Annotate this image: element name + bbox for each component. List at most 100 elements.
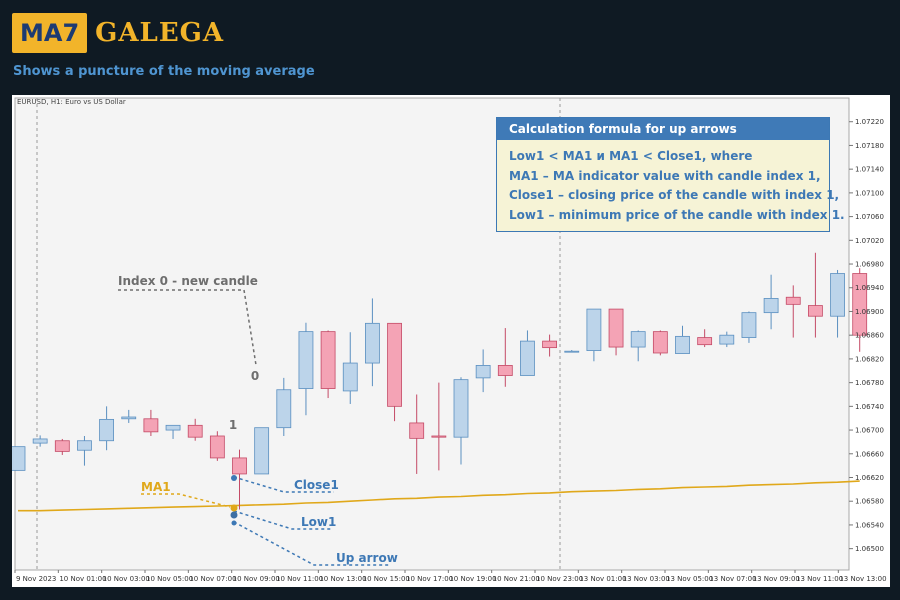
- ma1-marker: [230, 504, 238, 512]
- candle-body: [652, 331, 668, 354]
- candle: [785, 285, 801, 338]
- candle: [431, 382, 447, 471]
- candle-body: [475, 365, 491, 379]
- x-tick-label: 10 Nov 11:00: [276, 575, 323, 583]
- candle-body: [830, 273, 845, 317]
- candle: [121, 409, 137, 423]
- candle: [652, 330, 668, 356]
- candle: [99, 406, 114, 451]
- candle-body: [608, 308, 624, 348]
- x-tick-label: 10 Nov 07:00: [189, 575, 236, 583]
- up-arrow-marker: [231, 520, 237, 526]
- ma-line: [18, 480, 860, 512]
- candle: [608, 308, 624, 356]
- ma1-leader: [141, 493, 231, 508]
- y-tick-label: 1.07140: [855, 166, 884, 174]
- candle: [320, 330, 336, 399]
- candle-body: [209, 435, 225, 459]
- candle: [741, 311, 757, 343]
- logo-badge: MA7: [12, 13, 88, 53]
- candle: [475, 349, 491, 393]
- candle-body: [187, 424, 203, 438]
- y-tick-label: 1.06500: [855, 545, 884, 553]
- candle-body: [364, 322, 380, 364]
- formula-body: Low1 < MA1 и MA1 < Close1, where MA1 – M…: [497, 140, 845, 225]
- candle: [586, 308, 602, 362]
- candle: [719, 331, 735, 348]
- close1-marker: [231, 475, 237, 481]
- x-tick-label: 10 Nov 17:00: [406, 575, 453, 583]
- x-tick-label: 10 Nov 03:00: [103, 575, 150, 583]
- candle: [763, 274, 779, 330]
- candle: [276, 377, 292, 436]
- candle-body: [675, 335, 690, 354]
- candle: [298, 322, 314, 416]
- candle-body: [852, 273, 868, 336]
- page-subtitle: Shows a puncture of the moving average: [13, 64, 315, 79]
- candle-body: [564, 350, 580, 353]
- x-tick-label: 10 Nov 19:00: [449, 575, 496, 583]
- y-tick-label: 1.07060: [855, 213, 884, 221]
- candle-body: [387, 322, 402, 407]
- candle-body: [497, 365, 513, 376]
- formula-info-box: Calculation formula for up arrows Low1 <…: [496, 117, 845, 232]
- y-tick-label: 1.06580: [855, 498, 884, 506]
- x-tick-label: 10 Nov 21:00: [493, 575, 540, 583]
- candle: [209, 431, 225, 461]
- candle-body: [808, 305, 823, 317]
- x-tick-label: 13 Nov 03:00: [623, 575, 670, 583]
- low1-marker: [230, 511, 238, 519]
- x-tick-label: 13 Nov 11:00: [796, 575, 843, 583]
- candle: [520, 330, 535, 376]
- candle: [54, 438, 70, 455]
- candle-body: [165, 424, 181, 431]
- x-tick-label: 10 Nov 15:00: [363, 575, 410, 583]
- y-tick-label: 1.07100: [855, 189, 884, 197]
- y-tick-label: 1.06740: [855, 403, 884, 411]
- x-tick-label: 13 Nov 01:00: [579, 575, 626, 583]
- x-tick-label: 10 Nov 01:00: [59, 575, 106, 583]
- index0-number: 0: [251, 369, 259, 383]
- formula-line: MA1 – MA indicator value with candle ind…: [509, 168, 821, 183]
- candle: [497, 328, 513, 387]
- candle: [697, 329, 713, 348]
- y-tick-label: 1.06820: [855, 355, 884, 363]
- formula-line: Low1 – minimum price of the candle with …: [509, 207, 845, 222]
- candle-body: [520, 340, 535, 376]
- ma1-label: MA1: [141, 480, 171, 494]
- candle-body: [697, 337, 713, 346]
- y-tick-label: 1.06700: [855, 427, 884, 435]
- candle-body: [741, 312, 757, 338]
- x-tick-label: 10 Nov 23:00: [536, 575, 583, 583]
- candle-body: [586, 308, 602, 352]
- candle-body: [763, 298, 779, 314]
- candle: [165, 424, 181, 439]
- y-tick-label: 1.06660: [855, 450, 884, 458]
- candle-body: [77, 440, 92, 451]
- candle: [32, 435, 48, 447]
- candle-body: [254, 427, 270, 475]
- y-tick-label: 1.06540: [855, 521, 884, 529]
- candle: [630, 330, 646, 362]
- x-tick-label: 13 Nov 07:00: [709, 575, 756, 583]
- candle: [830, 269, 845, 338]
- candle-body: [232, 457, 247, 475]
- candle: [564, 350, 580, 353]
- candle-body: [143, 418, 159, 433]
- candle: [77, 435, 92, 466]
- candle: [542, 334, 557, 357]
- index0-leader: [118, 289, 257, 366]
- logo-wordmark: GALEGA: [95, 18, 225, 48]
- candle: [232, 449, 247, 510]
- x-tick-label: 13 Nov 13:00: [839, 575, 886, 583]
- candle: [453, 377, 469, 465]
- candle-body: [320, 331, 336, 389]
- y-tick-label: 1.07180: [855, 142, 884, 150]
- y-tick-label: 1.06900: [855, 308, 884, 316]
- candle-body: [276, 389, 292, 429]
- candle-body: [32, 438, 48, 444]
- x-tick-label: 13 Nov 09:00: [753, 575, 800, 583]
- y-tick-label: 1.06780: [855, 379, 884, 387]
- candle: [387, 322, 402, 422]
- x-tick-label: 10 Nov 13:00: [319, 575, 366, 583]
